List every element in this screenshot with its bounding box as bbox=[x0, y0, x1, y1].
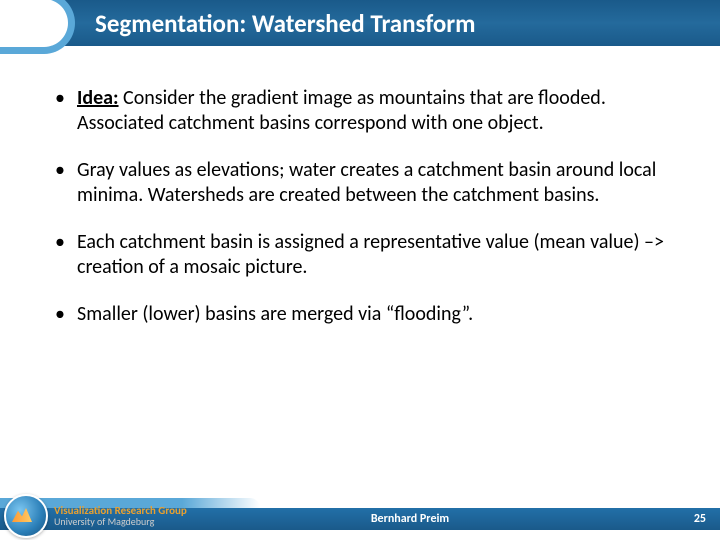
idea-label: Idea: bbox=[77, 86, 119, 110]
bullet-item: Gray values as elevations; water creates… bbox=[55, 158, 665, 208]
bullet-item: Smaller (lower) basins are merged via “f… bbox=[55, 302, 665, 327]
slide-content: Idea: Consider the gradient image as mou… bbox=[0, 46, 720, 327]
logo-icon bbox=[4, 494, 48, 538]
bullet-text: Smaller (lower) basins are merged via “f… bbox=[77, 302, 473, 326]
bullet-item: Idea: Consider the gradient image as mou… bbox=[55, 86, 665, 136]
logo-line2: University of Magdeburg bbox=[54, 517, 187, 528]
bullet-list: Idea: Consider the gradient image as mou… bbox=[55, 86, 665, 327]
footer-author: Bernhard Preim bbox=[371, 512, 449, 526]
footer-logo: Visualization Research Group University … bbox=[0, 492, 230, 540]
bullet-text: Each catchment basin is assigned a repre… bbox=[77, 230, 664, 279]
logo-text: Visualization Research Group University … bbox=[54, 505, 187, 527]
bullet-text: Consider the gradient image as mountains… bbox=[77, 86, 606, 135]
page-number: 25 bbox=[694, 512, 706, 526]
slide-header: Segmentation: Watershed Transform bbox=[0, 0, 720, 46]
bullet-text: Gray values as elevations; water creates… bbox=[77, 158, 656, 207]
slide-footer: Bernhard Preim 25 Visualization Research… bbox=[0, 492, 720, 540]
slide-title: Segmentation: Watershed Transform bbox=[95, 8, 476, 39]
bullet-item: Each catchment basin is assigned a repre… bbox=[55, 230, 665, 280]
header-arc-decoration bbox=[0, 0, 75, 54]
